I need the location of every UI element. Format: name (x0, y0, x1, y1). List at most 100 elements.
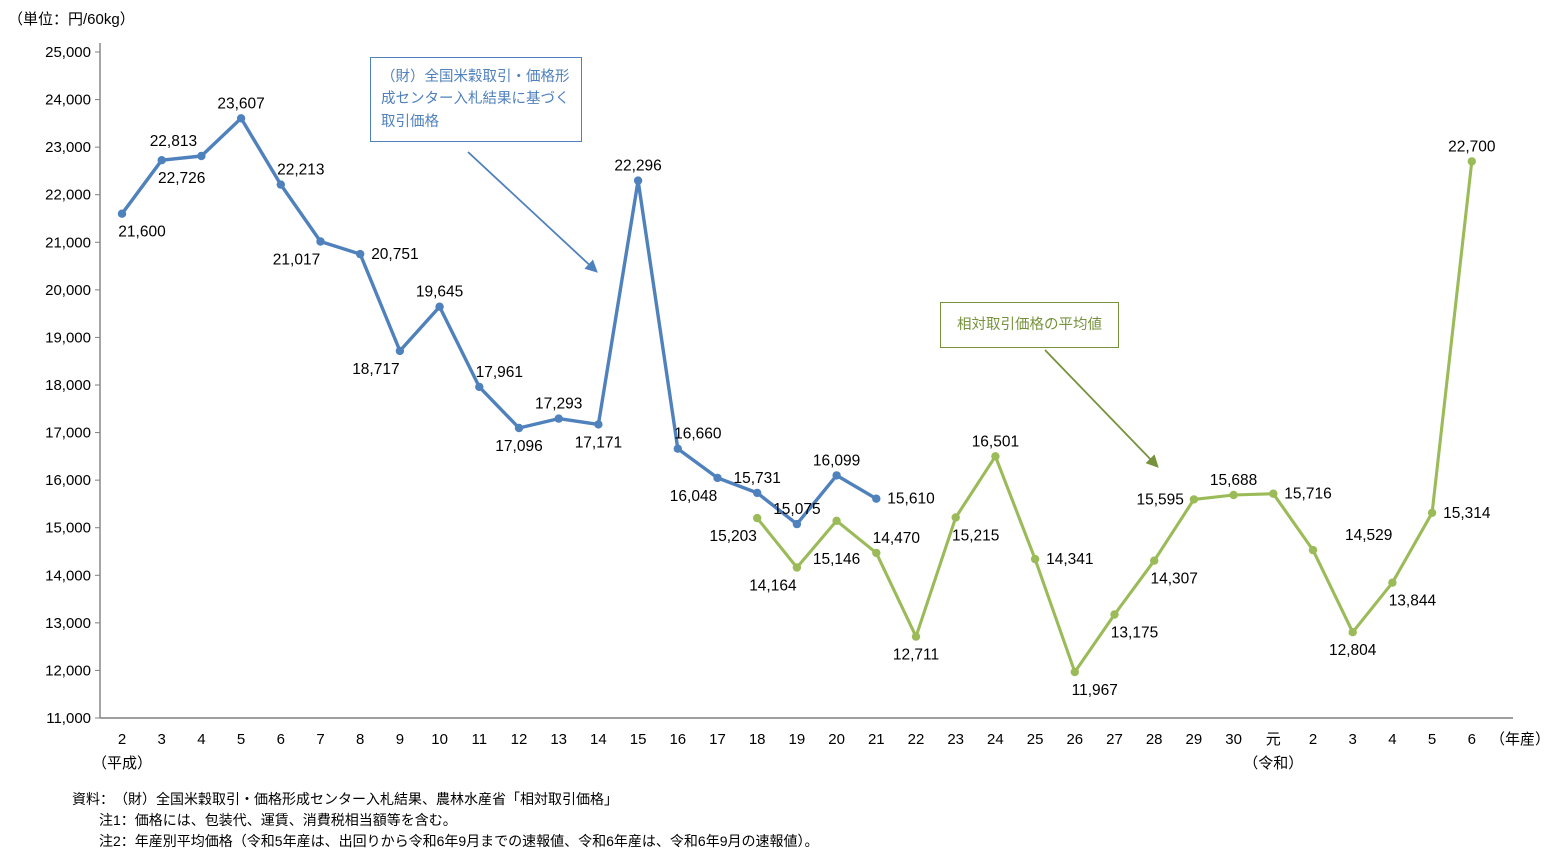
data-label: 22,813 (150, 133, 197, 150)
y-tick-label: 11,000 (46, 710, 91, 727)
data-point (872, 548, 881, 558)
data-label: 19,645 (416, 284, 463, 301)
data-label: 14,341 (1046, 551, 1093, 568)
annotation-bid-price-text: （財）全国米穀取引・価格形成センター入札結果に基づく取引価格 (381, 69, 570, 130)
series-line-1 (120, 116, 878, 526)
annotation-arrow (1044, 349, 1159, 468)
y-tick-label: 20,000 (45, 282, 91, 299)
data-point (753, 513, 762, 523)
y-tick-label: 17,000 (45, 425, 91, 442)
x-tick-label: 26 (1066, 731, 1083, 748)
data-point (792, 519, 802, 529)
data-point (594, 420, 603, 429)
data-label: 14,470 (873, 530, 921, 547)
annotation-bid-price-box: （財）全国米穀取引・価格形成センター入札結果に基づく取引価格 (370, 57, 582, 143)
x-tick-label: 18 (749, 731, 766, 748)
data-point (713, 473, 722, 483)
y-tick-label: 19,000 (45, 329, 91, 346)
x-tick-label: 27 (1106, 731, 1123, 748)
data-point (911, 632, 921, 641)
x-tick-label: 30 (1225, 731, 1242, 748)
x-tick-label: 2 (1309, 731, 1317, 748)
data-label: 15,146 (813, 551, 860, 568)
x-tick-label: 22 (908, 731, 925, 748)
x-tick-label: 3 (1349, 731, 1357, 748)
data-point (1269, 489, 1278, 498)
x-tick-label: 19 (789, 731, 806, 748)
data-point (117, 209, 127, 218)
x-tick-label: 13 (550, 731, 567, 748)
data-label: 15,688 (1210, 472, 1257, 489)
data-label: 17,961 (476, 364, 523, 381)
data-label: 12,804 (1329, 642, 1377, 659)
x-tick-label: 11 (472, 731, 488, 748)
y-tick-label: 12,000 (45, 662, 91, 679)
data-label: 16,501 (972, 433, 1019, 450)
x-tick-label: 3 (158, 731, 166, 748)
x-tick-label: 14 (590, 731, 607, 748)
data-point (1348, 628, 1357, 637)
data-label: 13,175 (1111, 625, 1158, 642)
x-tick-label: 5 (237, 731, 245, 748)
data-point (316, 237, 325, 246)
era-label: （平成） (92, 755, 152, 772)
x-tick-label: 4 (197, 731, 205, 748)
data-label: 22,726 (158, 170, 205, 187)
y-tick-label: 22,000 (45, 187, 91, 204)
note-source: 資料： （財）全国米穀取引・価格形成センター入札結果、農林水産省「相対取引価格」 (72, 791, 618, 807)
data-label: 14,307 (1150, 571, 1197, 588)
era-label: （令和） (1243, 755, 1303, 772)
footnotes: 資料： （財）全国米穀取引・価格形成センター入札結果、農林水産省「相対取引価格」… (72, 789, 819, 852)
data-label: 15,314 (1443, 505, 1491, 522)
x-tick-label: 29 (1186, 731, 1203, 748)
data-label: 21,017 (273, 252, 320, 269)
series-line-2 (755, 159, 1474, 674)
data-label: 16,660 (674, 426, 722, 443)
data-point (673, 444, 682, 453)
data-point (475, 382, 484, 392)
y-tick-label: 23,000 (45, 139, 91, 156)
data-point (1030, 554, 1040, 564)
data-point (157, 156, 166, 165)
y-tick-label: 18,000 (45, 377, 91, 394)
y-tick-label: 25,000 (45, 44, 91, 61)
data-label: 17,096 (495, 438, 542, 455)
data-point (1189, 495, 1199, 504)
data-label: 17,293 (535, 396, 582, 413)
x-tick-label: 元 (1266, 731, 1281, 748)
data-label: 14,529 (1345, 527, 1392, 544)
y-tick-label: 14,000 (45, 567, 91, 584)
x-tick-label: 17 (709, 731, 726, 748)
x-tick-label: 15 (630, 731, 647, 748)
x-tick-label: 7 (316, 731, 324, 748)
y-tick-label: 21,000 (45, 234, 91, 251)
x-tick-label: 28 (1146, 731, 1163, 748)
data-label: 15,595 (1136, 491, 1183, 508)
unit-label: （単位：円/60kg） (8, 11, 135, 28)
data-label: 15,610 (887, 491, 935, 508)
data-point (753, 488, 762, 498)
x-tick-label: 20 (828, 731, 845, 748)
data-label: 15,203 (709, 528, 756, 545)
data-point (435, 302, 444, 311)
x-tick-label: 6 (1468, 731, 1476, 748)
data-label: 15,075 (773, 501, 820, 518)
data-point (792, 563, 802, 572)
data-label: 20,751 (371, 246, 418, 263)
y-tick-label: 15,000 (45, 520, 91, 537)
annotation-arrow (467, 151, 598, 273)
x-tick-label: 23 (947, 731, 964, 748)
x-tick-label: 9 (396, 731, 404, 748)
data-point (1467, 157, 1477, 166)
data-label: 22,700 (1448, 138, 1496, 155)
data-label: 16,099 (813, 452, 860, 469)
annotation-relative-price-box: 相対取引価格の平均値 (940, 302, 1119, 349)
data-point (1308, 545, 1318, 555)
data-point (395, 346, 405, 356)
x-tick-label: 5 (1428, 731, 1436, 748)
data-point (1427, 508, 1437, 517)
data-point (1229, 490, 1238, 500)
data-point (356, 249, 365, 259)
data-point (633, 176, 643, 185)
